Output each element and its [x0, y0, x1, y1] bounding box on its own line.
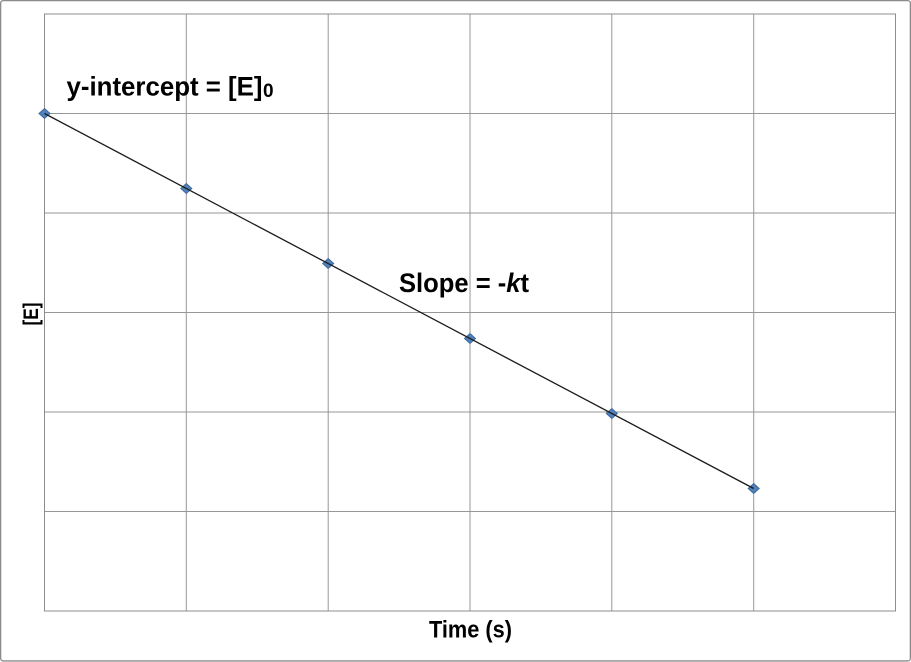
svg-text:y-intercept = [E]: y-intercept = [E] — [67, 72, 263, 102]
svg-text:Time (s): Time (s) — [429, 616, 512, 643]
svg-text:0: 0 — [263, 81, 274, 102]
svg-text:Slope = -kt: Slope = -kt — [399, 268, 529, 298]
svg-text:[E]: [E] — [20, 303, 43, 326]
